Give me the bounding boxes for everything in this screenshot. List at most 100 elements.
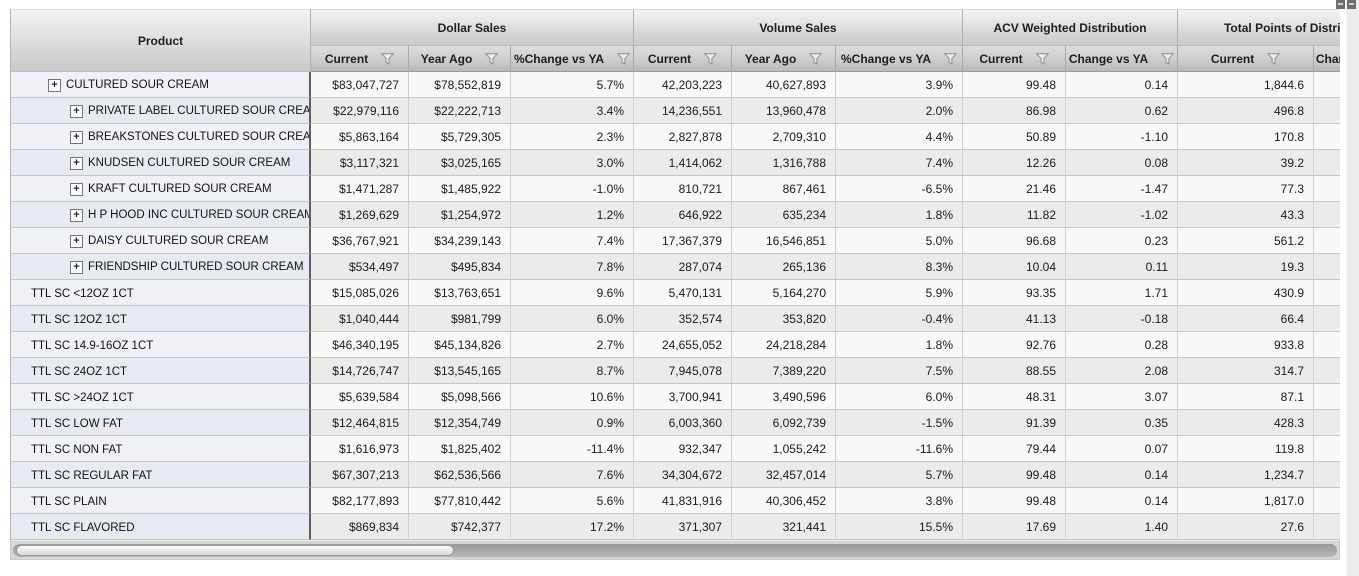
data-cell [1314, 384, 1340, 410]
table-row: + DAISY CULTURED SOUR CREAM $36,767,921 $34… [11, 228, 1340, 254]
product-cell[interactable]: + DAISY CULTURED SOUR CREAM [11, 228, 311, 254]
filter-icon[interactable] [484, 52, 499, 65]
data-cell: 932,347 [634, 436, 732, 462]
table-row: + H P HOOD INC CULTURED SOUR CREAM $1,269,… [11, 202, 1340, 228]
column-header-total-points-of-distribution-change-vs-ya[interactable]: Change vs YA [1314, 46, 1340, 72]
column-header-total-points-of-distribution-current[interactable]: Current [1178, 46, 1315, 72]
column-header-volume-sales-year-ago[interactable]: Year Ago [732, 46, 836, 72]
product-cell[interactable]: + KNUDSEN CULTURED SOUR CREAM [11, 150, 311, 176]
data-cell: 43.3 [1178, 202, 1315, 228]
data-cell: 92.76 [963, 332, 1067, 358]
expand-icon[interactable]: + [70, 104, 83, 118]
column-header-acv-weighted-distribution-change-vs-ya[interactable]: Change vs YA [1066, 46, 1179, 72]
column-header-volume-sales-change-vs-ya[interactable]: %Change vs YA [836, 46, 964, 72]
column-header-label: Current [979, 51, 1023, 66]
right-gutter [1346, 0, 1359, 576]
table-row: TTL SC 14.9-16OZ 1CT $46,340,195 $45,134,8… [11, 332, 1340, 358]
data-cell: 32,457,014 [732, 462, 836, 488]
grid-viewport: Product Dollar Sales Volume Sales ACV Weigh… [10, 9, 1340, 540]
data-cell: 7,945,078 [634, 358, 732, 384]
data-cell: 371,307 [634, 514, 732, 540]
product-cell: TTL SC NON FAT [11, 436, 311, 462]
data-cell: 93.35 [963, 280, 1067, 306]
expand-icon[interactable]: + [70, 156, 83, 170]
filter-icon[interactable] [1035, 52, 1050, 65]
filter-icon[interactable] [808, 52, 823, 65]
resize-handle-icon[interactable] [1334, 0, 1356, 9]
horizontal-scrollbar-thumb[interactable] [16, 545, 454, 556]
product-label: TTL SC NON FAT [31, 443, 123, 456]
data-cell: 2,709,310 [732, 124, 836, 150]
data-cell: $981,799 [409, 306, 511, 332]
data-cell: 3.9% [836, 72, 964, 98]
data-cell: 24,218,284 [732, 332, 836, 358]
horizontal-scrollbar[interactable] [10, 540, 1340, 560]
data-cell: 7,389,220 [732, 358, 836, 384]
product-label: H P HOOD INC CULTURED SOUR CREAM [88, 209, 311, 222]
data-cell: 1.71 [1066, 280, 1179, 306]
filter-icon[interactable] [1266, 52, 1281, 65]
data-cell: 12.26 [963, 150, 1067, 176]
data-cell: $5,098,566 [409, 384, 511, 410]
expand-icon[interactable]: + [70, 260, 83, 274]
expand-icon[interactable]: + [70, 182, 83, 196]
product-cell[interactable]: + FRIENDSHIP CULTURED SOUR CREAM [11, 254, 311, 280]
column-header-product[interactable]: Product [11, 10, 311, 72]
data-cell: $1,485,922 [409, 176, 511, 202]
data-cell: -1.5% [836, 410, 964, 436]
table-row: TTL SC <12OZ 1CT $15,085,026 $13,763,651 9.… [11, 280, 1340, 306]
data-cell [1314, 202, 1340, 228]
column-header-acv-weighted-distribution-current[interactable]: Current [963, 46, 1067, 72]
data-cell: 14,236,551 [634, 98, 732, 124]
data-cell: -11.4% [511, 436, 634, 462]
column-header-dollar-sales-change-vs-ya[interactable]: %Change vs YA [511, 46, 634, 72]
product-label: TTL SC >24OZ 1CT [31, 391, 134, 404]
filter-icon[interactable] [703, 52, 718, 65]
data-cell: 1,234.7 [1178, 462, 1315, 488]
product-cell[interactable]: + CULTURED SOUR CREAM [11, 72, 311, 98]
filter-icon[interactable] [616, 52, 631, 65]
data-cell: 6.0% [836, 384, 964, 410]
data-cell: 86.98 [963, 98, 1067, 124]
data-cell: 66.4 [1178, 306, 1315, 332]
data-cell: $45,134,826 [409, 332, 511, 358]
column-header-dollar-sales-current[interactable]: Current [311, 46, 409, 72]
product-label: TTL SC FLAVORED [31, 521, 135, 534]
data-cell: $12,464,815 [311, 410, 409, 436]
expand-icon[interactable]: + [48, 78, 61, 92]
data-cell: 40,627,893 [732, 72, 836, 98]
column-header-volume-sales-current[interactable]: Current [634, 46, 732, 72]
product-label: TTL SC 12OZ 1CT [31, 313, 128, 326]
filter-icon[interactable] [380, 52, 395, 65]
data-cell: 170.8 [1178, 124, 1315, 150]
product-cell[interactable]: + H P HOOD INC CULTURED SOUR CREAM [11, 202, 311, 228]
data-cell [1314, 514, 1340, 540]
data-cell [1314, 124, 1340, 150]
table-row: TTL SC PLAIN $82,177,893 $77,810,442 5.6% 41… [11, 488, 1340, 514]
expand-icon[interactable]: + [70, 234, 83, 248]
group-header-total-points-of-distribution: Total Points of Distribution [1178, 10, 1340, 46]
horizontal-scrollbar-track[interactable] [13, 544, 1337, 557]
data-cell: 0.23 [1066, 228, 1179, 254]
expand-icon[interactable]: + [70, 208, 83, 222]
data-cell: $77,810,442 [409, 488, 511, 514]
product-cell: TTL SC <12OZ 1CT [11, 280, 311, 306]
product-cell[interactable]: + BREAKSTONES CULTURED SOUR CREAM [11, 124, 311, 150]
filter-icon[interactable] [1160, 52, 1175, 65]
data-cell: 7.4% [836, 150, 964, 176]
data-cell: 8.3% [836, 254, 964, 280]
product-cell[interactable]: + PRIVATE LABEL CULTURED SOUR CREAM [11, 98, 311, 124]
table-row: + BREAKSTONES CULTURED SOUR CREAM $5,863,1… [11, 124, 1340, 150]
product-cell[interactable]: + KRAFT CULTURED SOUR CREAM [11, 176, 311, 202]
data-cell: 1.8% [836, 202, 964, 228]
expand-icon[interactable]: + [70, 130, 83, 144]
column-header-dollar-sales-year-ago[interactable]: Year Ago [409, 46, 511, 72]
data-cell: 2.7% [511, 332, 634, 358]
data-cell: $13,545,165 [409, 358, 511, 384]
filter-icon[interactable] [943, 52, 958, 65]
data-cell: -0.18 [1066, 306, 1179, 332]
data-cell: $67,307,213 [311, 462, 409, 488]
data-cell: 91.39 [963, 410, 1067, 436]
data-cell: 0.14 [1066, 72, 1179, 98]
